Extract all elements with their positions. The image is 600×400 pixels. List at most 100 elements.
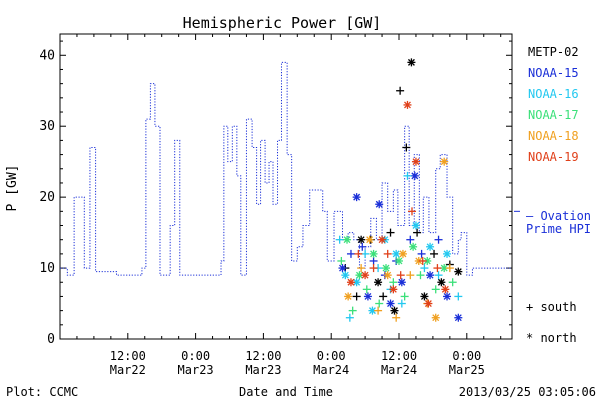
north-marker [374, 278, 383, 287]
north-marker [390, 306, 399, 315]
y-axis: 0 10 20 30 40 [39, 40, 512, 347]
chart-title: Hemispheric Power [GW] [183, 14, 382, 32]
south-marker [407, 207, 416, 216]
south-marker [416, 271, 425, 280]
x-tick-label-date: Mar23 [178, 363, 214, 377]
north-marker [365, 235, 374, 244]
south-marker [413, 228, 422, 237]
x-tick-label-time: 12:00 [110, 349, 146, 363]
north-marker [454, 313, 463, 322]
north-marker [341, 271, 350, 280]
south-marker [369, 264, 378, 273]
north-marker [403, 100, 412, 109]
north-marker [454, 267, 463, 276]
y-tick-label: 10 [39, 261, 55, 276]
north-marker [383, 271, 392, 280]
series-noaa-19 [346, 100, 450, 308]
north-marker [424, 299, 433, 308]
north-marker [369, 249, 378, 258]
south-marker [369, 256, 378, 265]
south-marker [358, 242, 367, 251]
north-marker [437, 278, 446, 287]
x-axis: 12:00Mar220:00Mar2312:00Mar230:00Mar2412… [76, 34, 502, 377]
x-tick-label-time: 12:00 [245, 349, 281, 363]
x-tick-label-date: Mar23 [245, 363, 281, 377]
south-marker [348, 306, 357, 315]
south-marker [389, 278, 398, 287]
north-marker [338, 264, 347, 273]
north-marker [397, 278, 406, 287]
plot-area [59, 33, 513, 340]
north-marker [443, 292, 452, 301]
x-tick-label-date: Mar22 [110, 363, 146, 377]
south-marker [420, 264, 429, 273]
north-marker [344, 292, 353, 301]
south-marker [431, 285, 440, 294]
south-marker [417, 249, 426, 258]
footer-credit: Plot: CCMC [6, 385, 78, 399]
south-marker [337, 256, 346, 265]
x-tick-label-time: 0:00 [452, 349, 481, 363]
y-tick-label: 0 [47, 332, 55, 347]
legend-south: + south [526, 300, 577, 314]
north-marker [398, 249, 407, 258]
series-noaa-17 [337, 235, 457, 315]
legend-ovation-sub: Prime HPI [526, 222, 591, 236]
south-marker [361, 249, 370, 258]
south-marker [383, 249, 392, 258]
footer-timestamp: 2013/03/25 03:05:06 [459, 385, 596, 399]
north-marker [389, 285, 398, 294]
x-tick-label-time: 0:00 [317, 349, 346, 363]
x-tick-label-time: 12:00 [381, 349, 417, 363]
north-marker [411, 221, 420, 230]
legend-entry-noaa-18: NOAA-18 [528, 129, 579, 143]
north-marker [426, 242, 435, 251]
south-marker [354, 249, 363, 258]
south-marker [397, 299, 406, 308]
north-marker [392, 249, 401, 258]
legend-entry-noaa-16: NOAA-16 [528, 87, 579, 101]
satellite-markers [335, 58, 463, 322]
ovation-hpi-line [60, 61, 512, 276]
south-marker [352, 292, 361, 301]
legend-north: * north [526, 331, 577, 345]
south-marker [433, 264, 442, 273]
north-marker [352, 193, 361, 202]
legend-entry-noaa-19: NOAA-19 [528, 150, 579, 164]
north-marker [440, 157, 449, 166]
south-marker [346, 249, 355, 258]
plot-border [59, 33, 513, 340]
y-tick-label: 30 [39, 119, 55, 134]
south-marker [386, 228, 395, 237]
north-marker [378, 235, 387, 244]
north-marker [420, 292, 429, 301]
x-axis-label: Date and Time [239, 385, 333, 399]
north-marker [441, 285, 450, 294]
south-marker [374, 306, 383, 315]
x-tick-label-time: 0:00 [181, 349, 210, 363]
y-tick-label: 20 [39, 190, 55, 205]
south-marker [400, 292, 409, 301]
north-marker [363, 292, 372, 301]
north-marker [431, 313, 440, 322]
south-marker [406, 235, 415, 244]
south-marker [357, 264, 366, 273]
north-marker [346, 278, 355, 287]
south-marker [434, 235, 443, 244]
south-marker [362, 285, 371, 294]
legend: METP-02 NOAA-15 NOAA-16 NOAA-17 NOAA-18 NOAA-… [514, 45, 591, 345]
legend-entry-noaa-15: NOAA-15 [528, 66, 579, 80]
north-marker [343, 235, 352, 244]
north-marker [361, 271, 370, 280]
north-marker [395, 256, 403, 265]
south-marker [375, 299, 384, 308]
legend-ovation: — Ovation [526, 209, 591, 223]
north-marker [409, 242, 418, 251]
south-marker [335, 235, 344, 244]
north-marker [443, 249, 452, 258]
north-marker [426, 271, 435, 280]
north-marker [382, 264, 391, 273]
north-marker [357, 235, 366, 244]
series-noaa-15 [338, 171, 463, 322]
